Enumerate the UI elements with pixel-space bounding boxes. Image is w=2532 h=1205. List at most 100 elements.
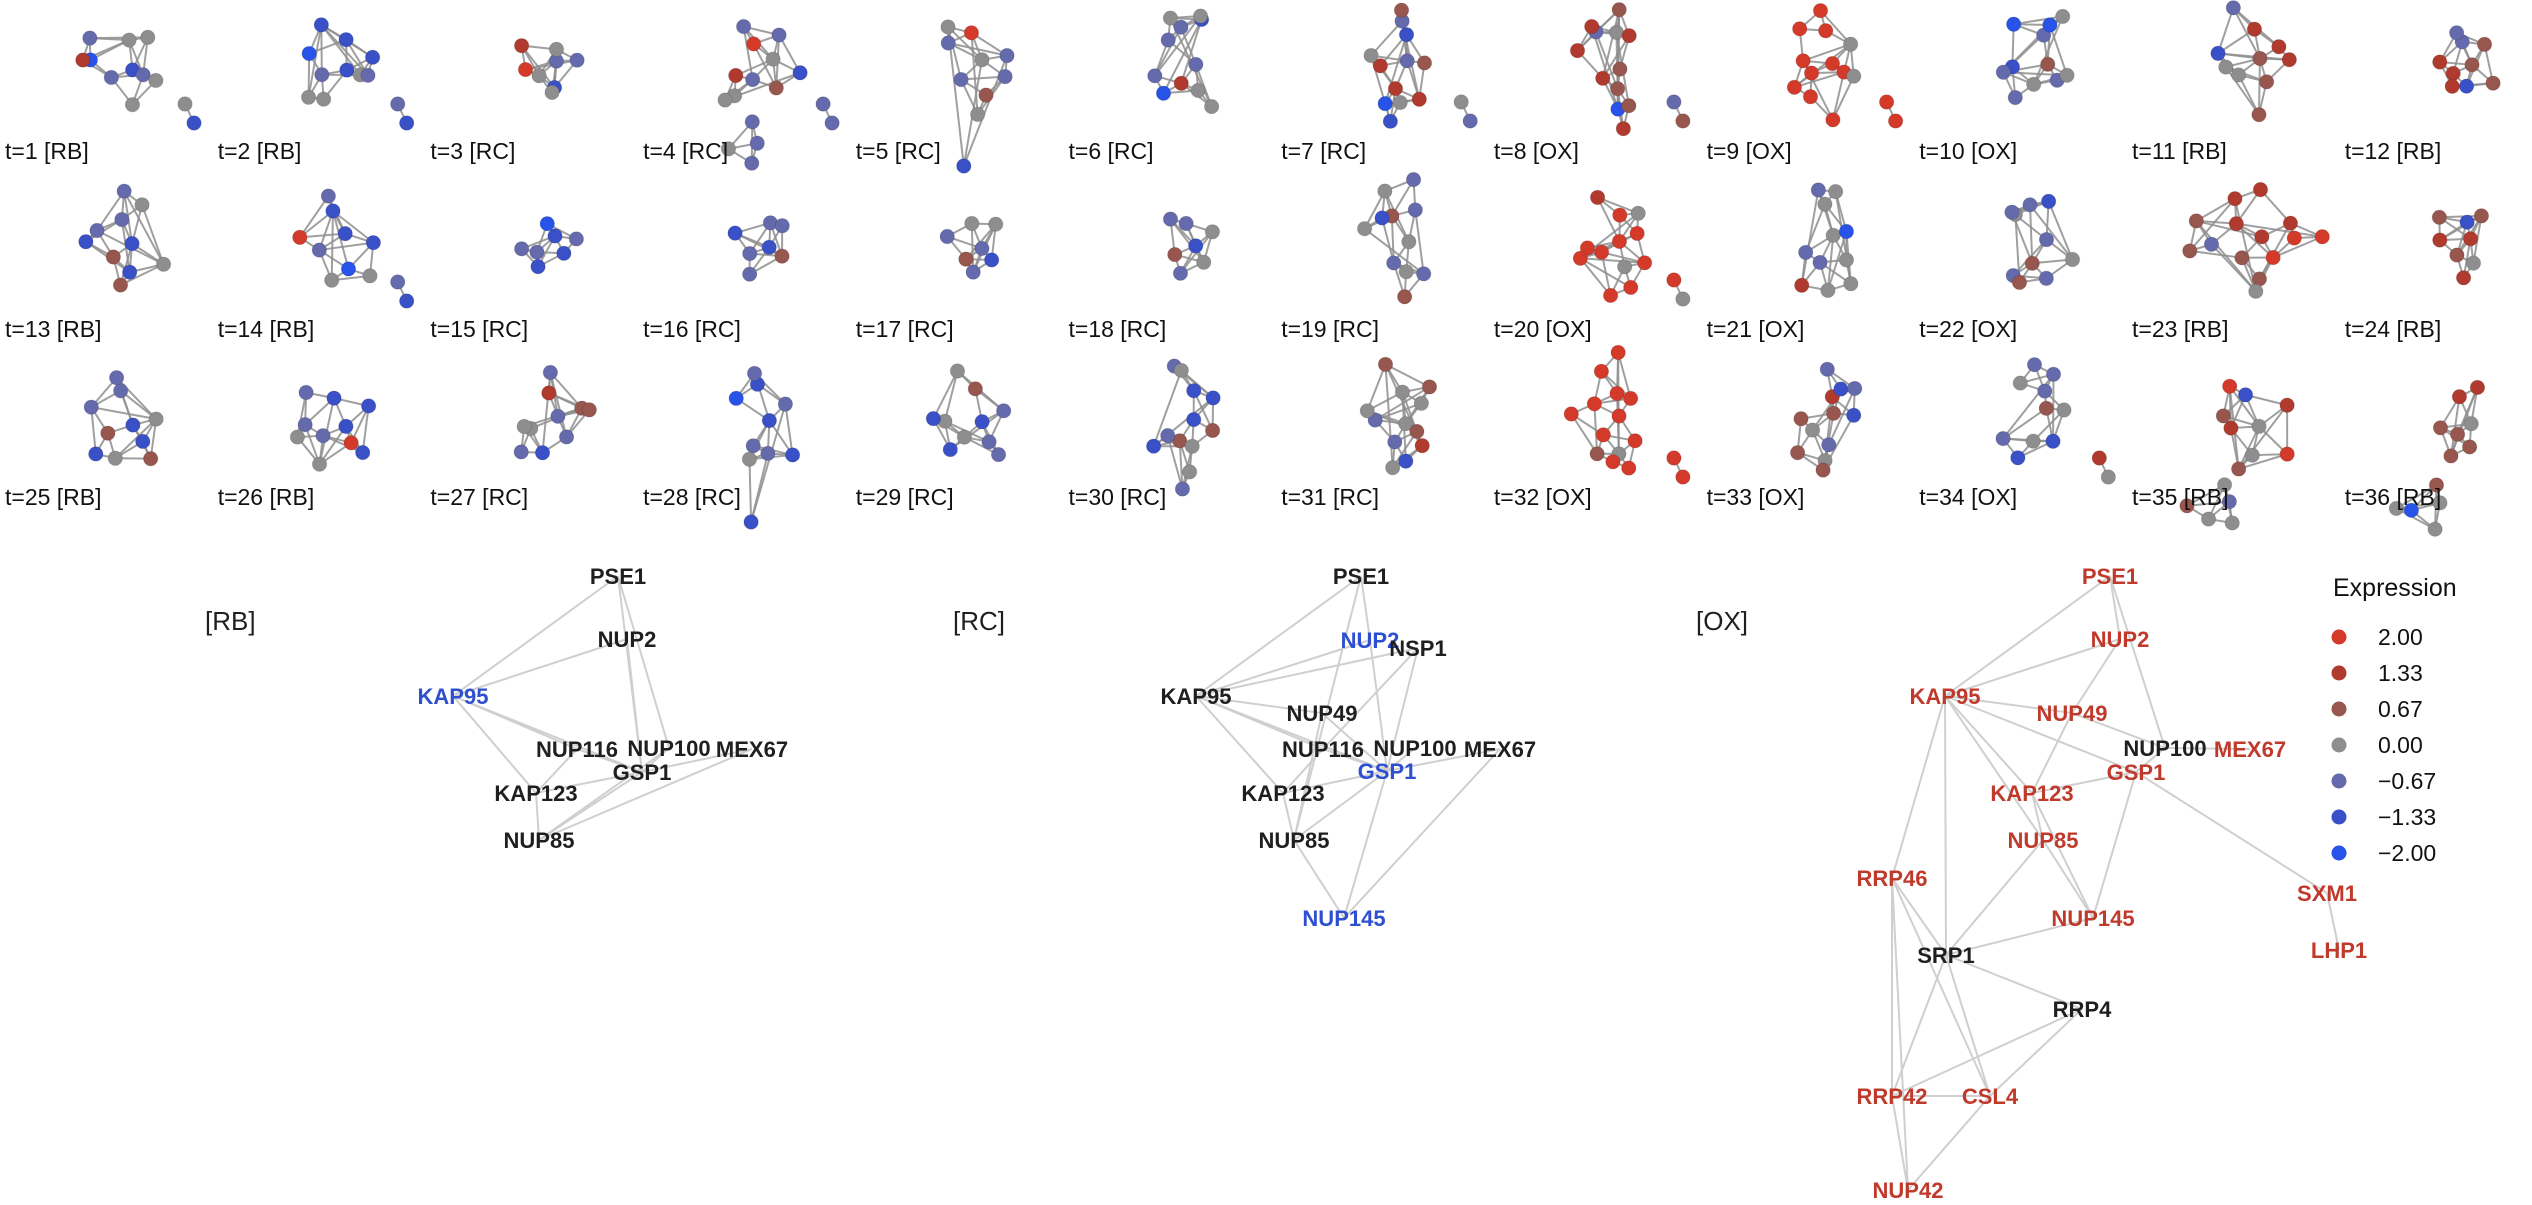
mini-edge — [1819, 9, 1852, 45]
expression-node — [2448, 25, 2465, 41]
expression-node — [1995, 430, 2011, 447]
network-edge — [1195, 647, 1419, 697]
expression-node — [1174, 481, 1191, 497]
expression-node — [1398, 453, 1414, 469]
mini-panel-label: t=2 [RB] — [218, 138, 302, 164]
mini-edge — [947, 26, 963, 80]
mini-edge — [1824, 413, 1835, 461]
gene-label-NUP85: NUP85 — [2008, 828, 2079, 853]
expression-node — [100, 425, 116, 441]
expression-node — [1569, 42, 1586, 59]
mini-edge — [1827, 388, 1856, 446]
mini-edge — [549, 371, 583, 409]
expression-node — [362, 268, 378, 284]
mini-panel-label: t=36 [RB] — [2345, 484, 2442, 510]
expression-node — [360, 67, 376, 84]
gene-label-KAP95: KAP95 — [1910, 684, 1981, 709]
network-edge — [535, 748, 578, 794]
expression-node — [1595, 427, 1612, 443]
expression-node — [1838, 252, 1855, 268]
expression-node — [313, 17, 330, 33]
mini-edge — [1601, 251, 1645, 264]
expression-node — [315, 427, 331, 444]
expression-node — [1595, 70, 1611, 86]
expression-node — [1622, 390, 1639, 407]
mini-edge — [2396, 501, 2441, 510]
expression-node — [2227, 190, 2243, 207]
expression-node — [112, 277, 129, 293]
mini-edge — [2217, 7, 2235, 54]
expression-node — [2254, 229, 2270, 245]
mini-panel-t3: t=3 [RC] — [430, 37, 585, 164]
expression-node — [2024, 255, 2040, 271]
expression-node — [2040, 56, 2056, 72]
expression-node — [1384, 459, 1401, 476]
expression-node — [728, 390, 744, 407]
legend-entry: 0.00 — [2331, 732, 2423, 758]
mini-panel-t27: t=27 [RC] — [430, 364, 597, 510]
expression-node — [1579, 240, 1596, 256]
mini-panel-label: t=29 [RC] — [856, 484, 954, 510]
expression-node — [728, 67, 744, 84]
expression-node — [390, 96, 406, 112]
expression-node — [112, 383, 129, 399]
expression-node — [2012, 375, 2028, 391]
mini-edge — [298, 195, 330, 238]
expression-node — [1821, 437, 1837, 453]
mini-edge — [1390, 215, 1395, 264]
mini-edge — [1580, 257, 1645, 264]
expression-node — [1393, 2, 1410, 18]
network-edge — [2135, 771, 2328, 894]
network-edge — [1945, 954, 2083, 1010]
expression-node — [2064, 251, 2081, 268]
mini-panel-t29: t=29 [RC] — [856, 363, 1012, 510]
expression-node — [2258, 74, 2275, 90]
mini-edge — [1832, 75, 1855, 121]
expression-node — [1409, 423, 1425, 440]
expression-node — [2215, 408, 2232, 424]
expression-node — [2224, 515, 2240, 531]
mini-edge — [319, 241, 374, 252]
expression-node — [2246, 21, 2263, 37]
mini-edge — [750, 403, 787, 523]
mini-edge — [120, 263, 164, 286]
expression-node — [1589, 189, 1606, 206]
expression-node — [1812, 254, 1828, 271]
legend-entry: −1.33 — [2331, 804, 2436, 830]
expression-node — [2251, 106, 2267, 123]
network-edge — [1386, 748, 1501, 772]
expression-node — [134, 197, 150, 213]
expression-node — [89, 222, 105, 239]
network-edge — [1944, 695, 1947, 956]
expression-node — [2055, 8, 2071, 25]
expression-node — [1411, 91, 1427, 107]
expression-node — [1196, 254, 1212, 270]
expression-node — [2045, 433, 2061, 449]
expression-node — [815, 96, 831, 112]
expression-node — [1792, 21, 1808, 37]
mini-panel-label: t=8 [OX] — [1494, 138, 1579, 164]
gene-label-MEX67: MEX67 — [1464, 737, 1536, 762]
expression-node — [2230, 67, 2247, 83]
gene-label-PSE1: PSE1 — [1333, 564, 1389, 589]
mini-edge — [1617, 352, 1632, 399]
expression-node — [2221, 493, 2238, 510]
mini-panel-label: t=1 [RB] — [5, 138, 89, 164]
mini-panel-label: t=30 [RC] — [1069, 484, 1167, 510]
expression-node — [2265, 249, 2281, 266]
expression-node — [83, 399, 99, 415]
expression-node — [539, 216, 555, 232]
mini-edge — [1804, 203, 1826, 253]
expression-node — [940, 35, 956, 51]
mini-edge — [1800, 189, 1820, 286]
mini-edge — [331, 210, 350, 270]
mini-panel-label: t=24 [RB] — [2345, 316, 2442, 342]
expression-node — [2282, 215, 2299, 231]
mini-edge — [752, 43, 778, 89]
mini-panel-t28: t=28 [RC] — [643, 365, 801, 530]
mini-edge — [1381, 217, 1395, 264]
gene-label-MEX67: MEX67 — [716, 737, 788, 762]
expression-node — [1636, 255, 1653, 271]
expression-node — [298, 384, 314, 401]
